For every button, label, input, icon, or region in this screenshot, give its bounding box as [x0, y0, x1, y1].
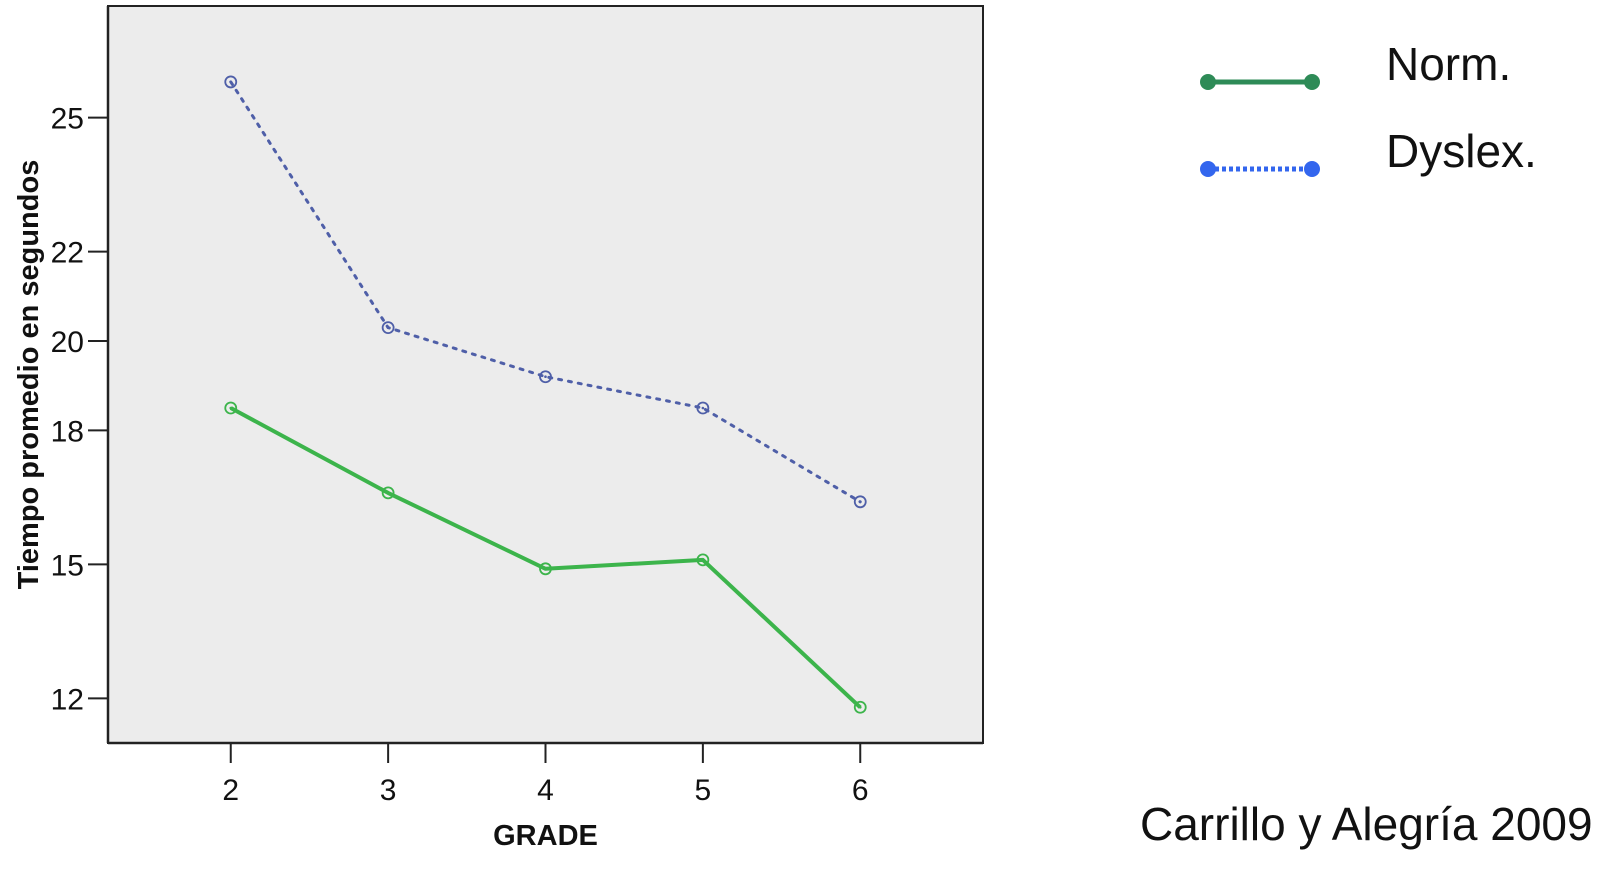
data-point-center-norm [858, 705, 862, 709]
credit-text: Carrillo y Alegría 2009 [1140, 798, 1593, 850]
data-point-dyslex [853, 495, 867, 509]
data-point-center-norm [386, 491, 390, 495]
x-tick-label: 3 [380, 774, 397, 807]
data-point-norm [853, 700, 867, 714]
x-axis-title: GRADE [493, 820, 598, 852]
data-point-center-dyslex [858, 500, 862, 504]
y-tick-label: 15 [51, 549, 84, 582]
series-line-dyslex [229, 80, 862, 504]
y-tick-label: 25 [51, 103, 84, 136]
data-point-dyslex [696, 401, 710, 415]
data-point-center-dyslex [544, 375, 547, 379]
legend-marker-dyslex [1200, 161, 1216, 177]
data-point-center-norm [701, 558, 705, 562]
y-tick-label: 20 [51, 326, 84, 359]
data-point-norm [539, 562, 552, 576]
data-point-norm [381, 486, 395, 500]
x-tick-label: 4 [537, 774, 554, 807]
data-point-dyslex [381, 321, 395, 335]
series [224, 75, 867, 714]
data-point-norm [696, 553, 710, 567]
y-tick-label: 12 [51, 683, 84, 716]
x-tick-label: 5 [695, 774, 712, 807]
plot-area [107, 5, 984, 744]
data-point-dyslex [539, 370, 552, 384]
data-point-dyslex [224, 75, 238, 89]
x-tick-label: 2 [222, 774, 239, 807]
legend: Norm. Dyslex. [1200, 38, 1537, 177]
y-axis-title: Tiempo promedio en segundos [13, 160, 45, 590]
y-tick-label: 22 [51, 237, 84, 270]
legend-marker-dyslex [1304, 161, 1320, 177]
legend-marker-norm [1200, 74, 1216, 90]
data-point-center-dyslex [701, 406, 705, 410]
data-point-center-dyslex [229, 80, 233, 84]
legend-label-dyslex: Dyslex. [1386, 125, 1537, 177]
legend-label-norm: Norm. [1386, 38, 1511, 90]
ticks: 12 15 18 20 22 25 2 3 4 5 6 [51, 103, 869, 807]
data-point-center-norm [229, 406, 233, 410]
data-point-center-dyslex [386, 326, 390, 329]
data-point-center-norm [544, 567, 547, 571]
legend-marker-norm [1304, 74, 1320, 90]
data-point-norm [224, 401, 238, 415]
x-tick-label: 6 [852, 774, 869, 807]
y-tick-label: 18 [51, 415, 84, 448]
